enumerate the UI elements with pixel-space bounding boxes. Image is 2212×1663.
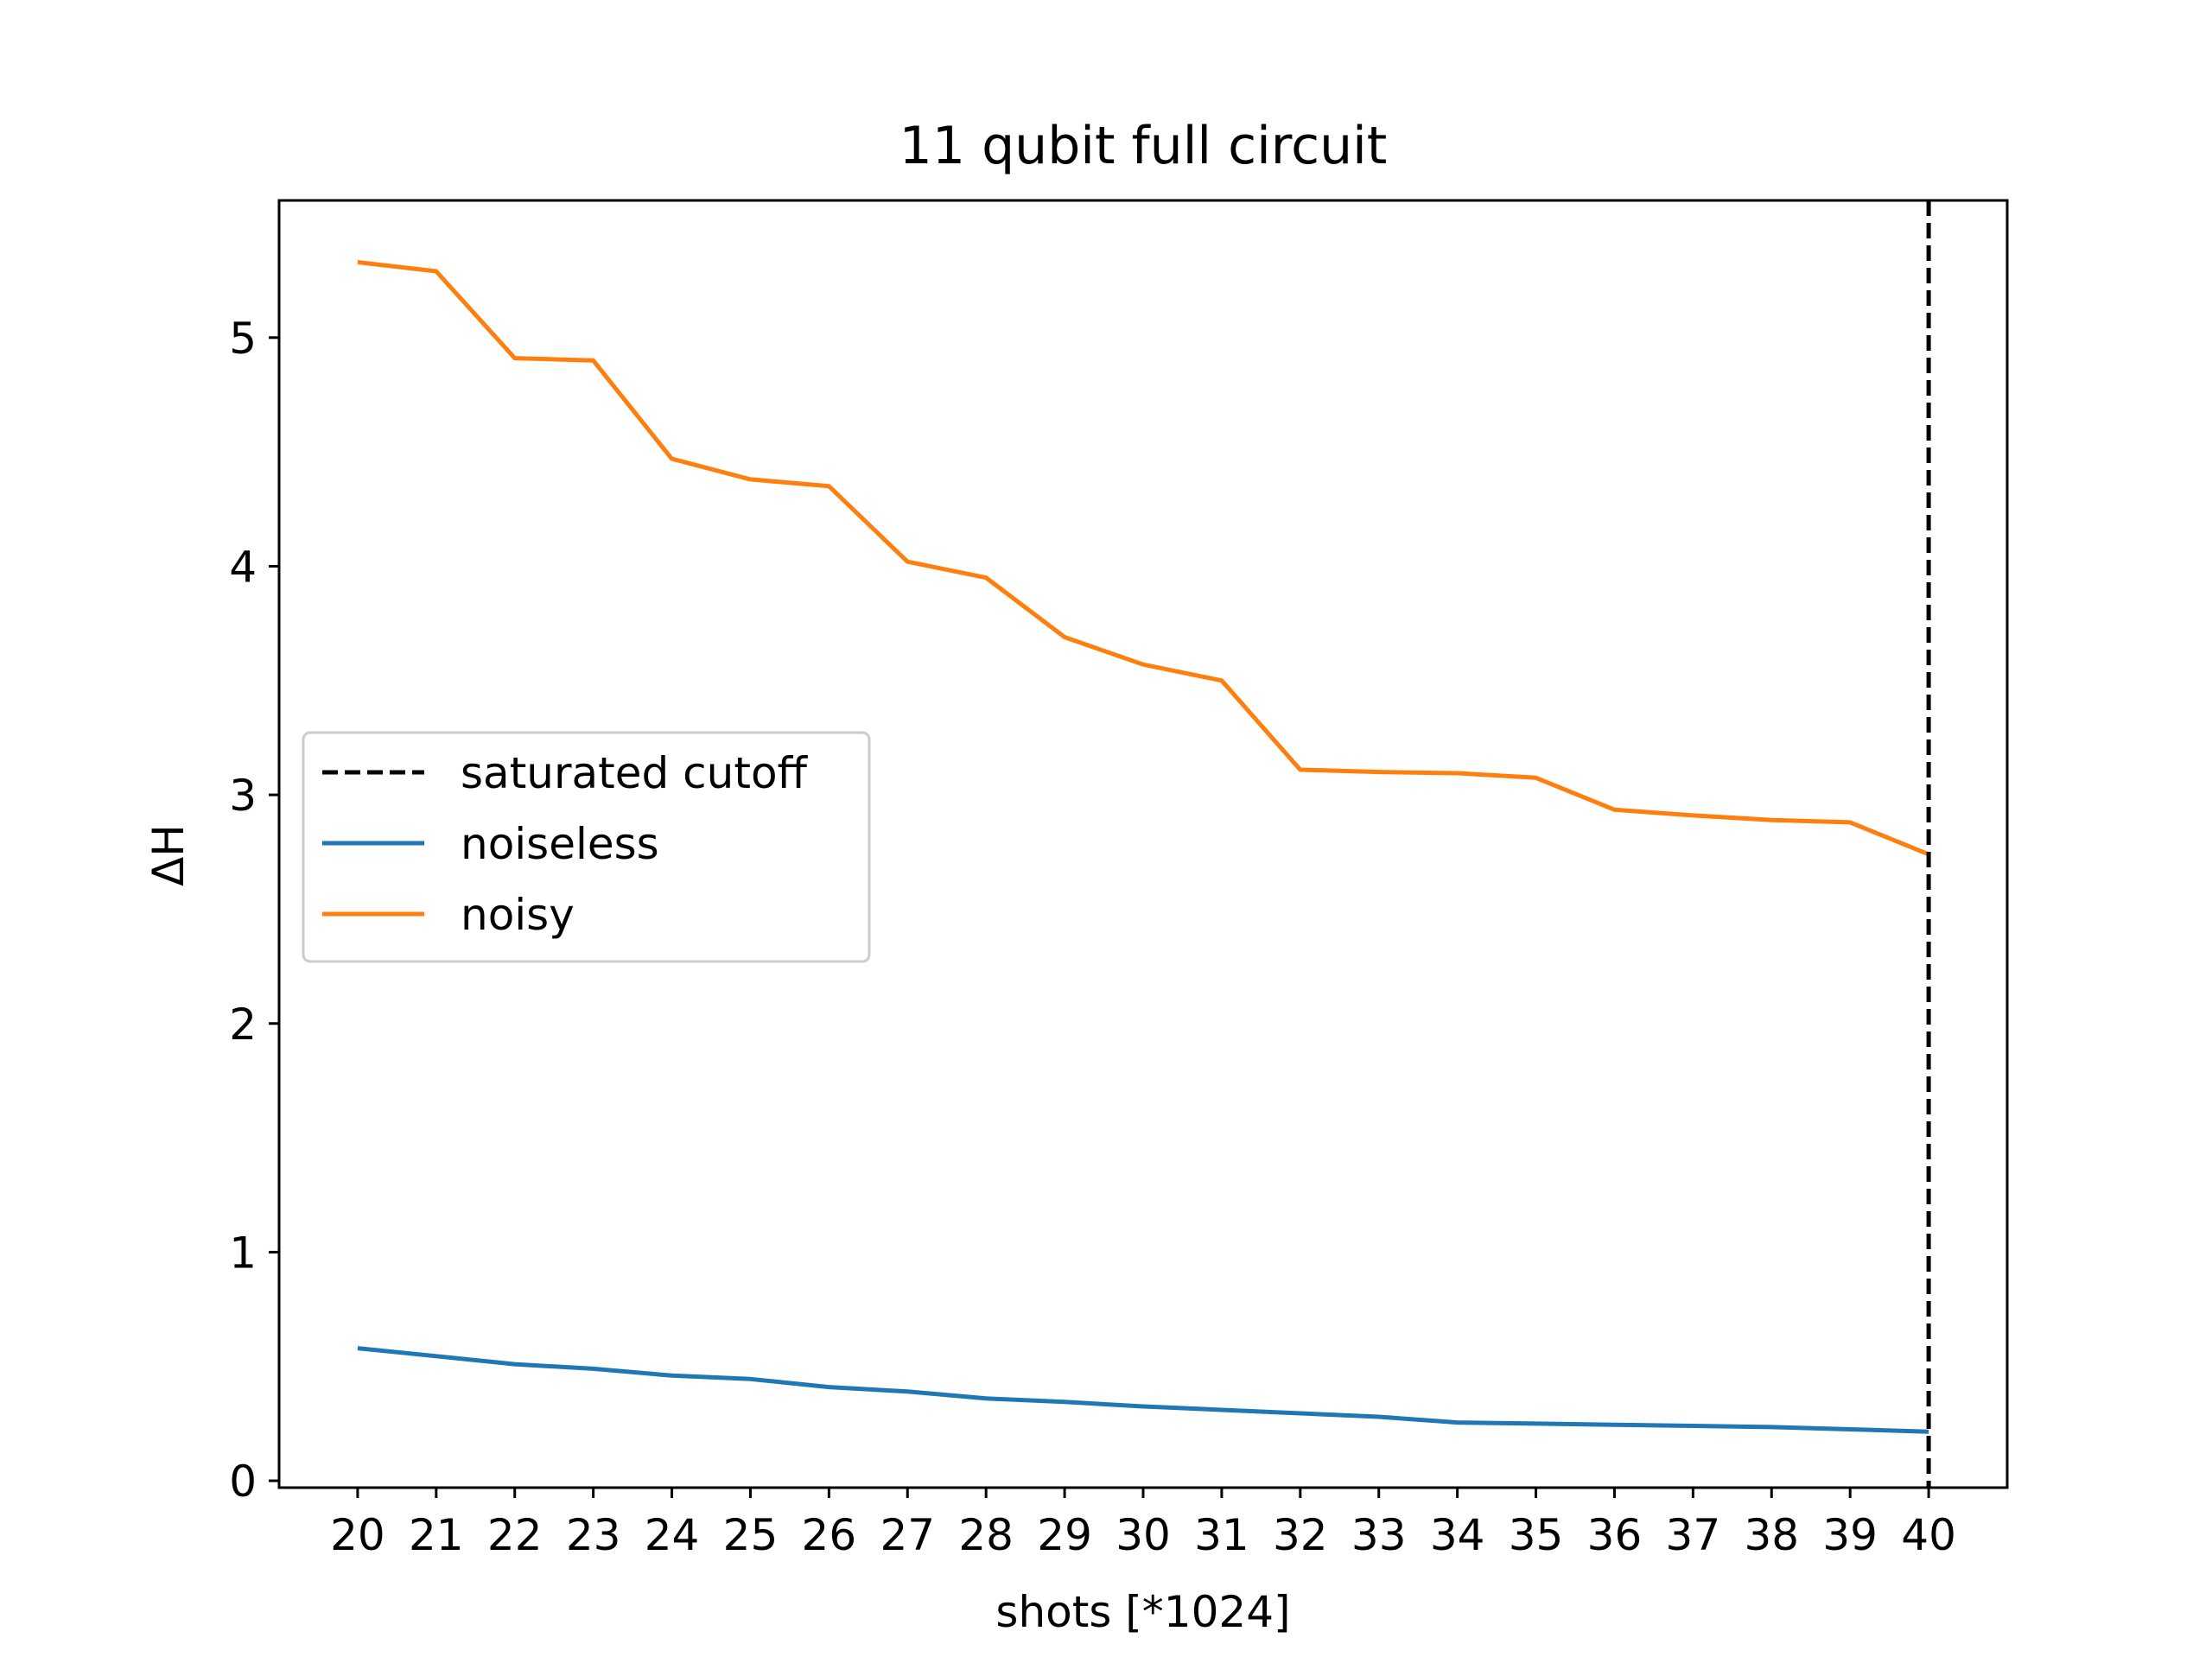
y-tick-label: 3 — [229, 771, 257, 821]
x-tick-label: 40 — [1901, 1510, 1956, 1560]
x-tick-label: 37 — [1666, 1510, 1721, 1560]
x-tick-label: 30 — [1116, 1510, 1171, 1560]
chart-title: 11 qubit full circuit — [899, 116, 1388, 176]
x-tick-label: 26 — [802, 1510, 857, 1560]
axes-frame — [277, 199, 2009, 1489]
y-axis-ticks: 0 1 2 3 4 5 — [229, 314, 279, 1507]
x-tick-label: 28 — [958, 1510, 1014, 1560]
x-tick-label: 23 — [566, 1510, 621, 1560]
x-tick-label: 31 — [1194, 1510, 1249, 1560]
y-tick-label: 5 — [229, 314, 257, 364]
x-tick-label: 36 — [1587, 1510, 1643, 1560]
x-axis-ticks: 20 21 22 23 24 25 26 27 28 29 30 31 32 33 34 35 36 37 38 39… — [330, 1488, 1956, 1560]
x-tick-label: 38 — [1744, 1510, 1799, 1560]
x-tick-label: 33 — [1351, 1510, 1407, 1560]
y-tick-label: 4 — [229, 542, 257, 592]
x-tick-label: 20 — [330, 1510, 385, 1560]
x-tick-label: 29 — [1037, 1510, 1092, 1560]
legend-label: saturated cutoff — [461, 748, 809, 798]
y-axis-label: ΔH — [143, 824, 194, 886]
x-tick-label: 22 — [487, 1510, 543, 1560]
x-tick-label: 39 — [1822, 1510, 1878, 1560]
legend-label: noisy — [461, 890, 575, 940]
y-tick-label: 0 — [229, 1457, 257, 1507]
legend: saturated cutoff noiseless noisy — [302, 731, 871, 963]
legend-box — [302, 731, 871, 963]
series-line-noisy — [357, 260, 1930, 857]
x-tick-label: 34 — [1430, 1510, 1485, 1560]
x-tick-label: 25 — [723, 1510, 779, 1560]
x-tick-label: 21 — [409, 1510, 464, 1560]
x-axis-label: shots [*1024] — [995, 1587, 1290, 1637]
series-line-noiseless — [357, 1346, 1929, 1434]
x-tick-label: 24 — [645, 1510, 700, 1560]
plot-lines — [357, 200, 1931, 1488]
x-tick-label: 35 — [1509, 1510, 1564, 1560]
y-tick-label: 2 — [229, 1000, 257, 1050]
y-tick-label: 1 — [229, 1228, 257, 1278]
x-tick-label: 32 — [1273, 1510, 1328, 1560]
legend-label: noiseless — [461, 819, 659, 869]
x-tick-label: 27 — [880, 1510, 935, 1560]
